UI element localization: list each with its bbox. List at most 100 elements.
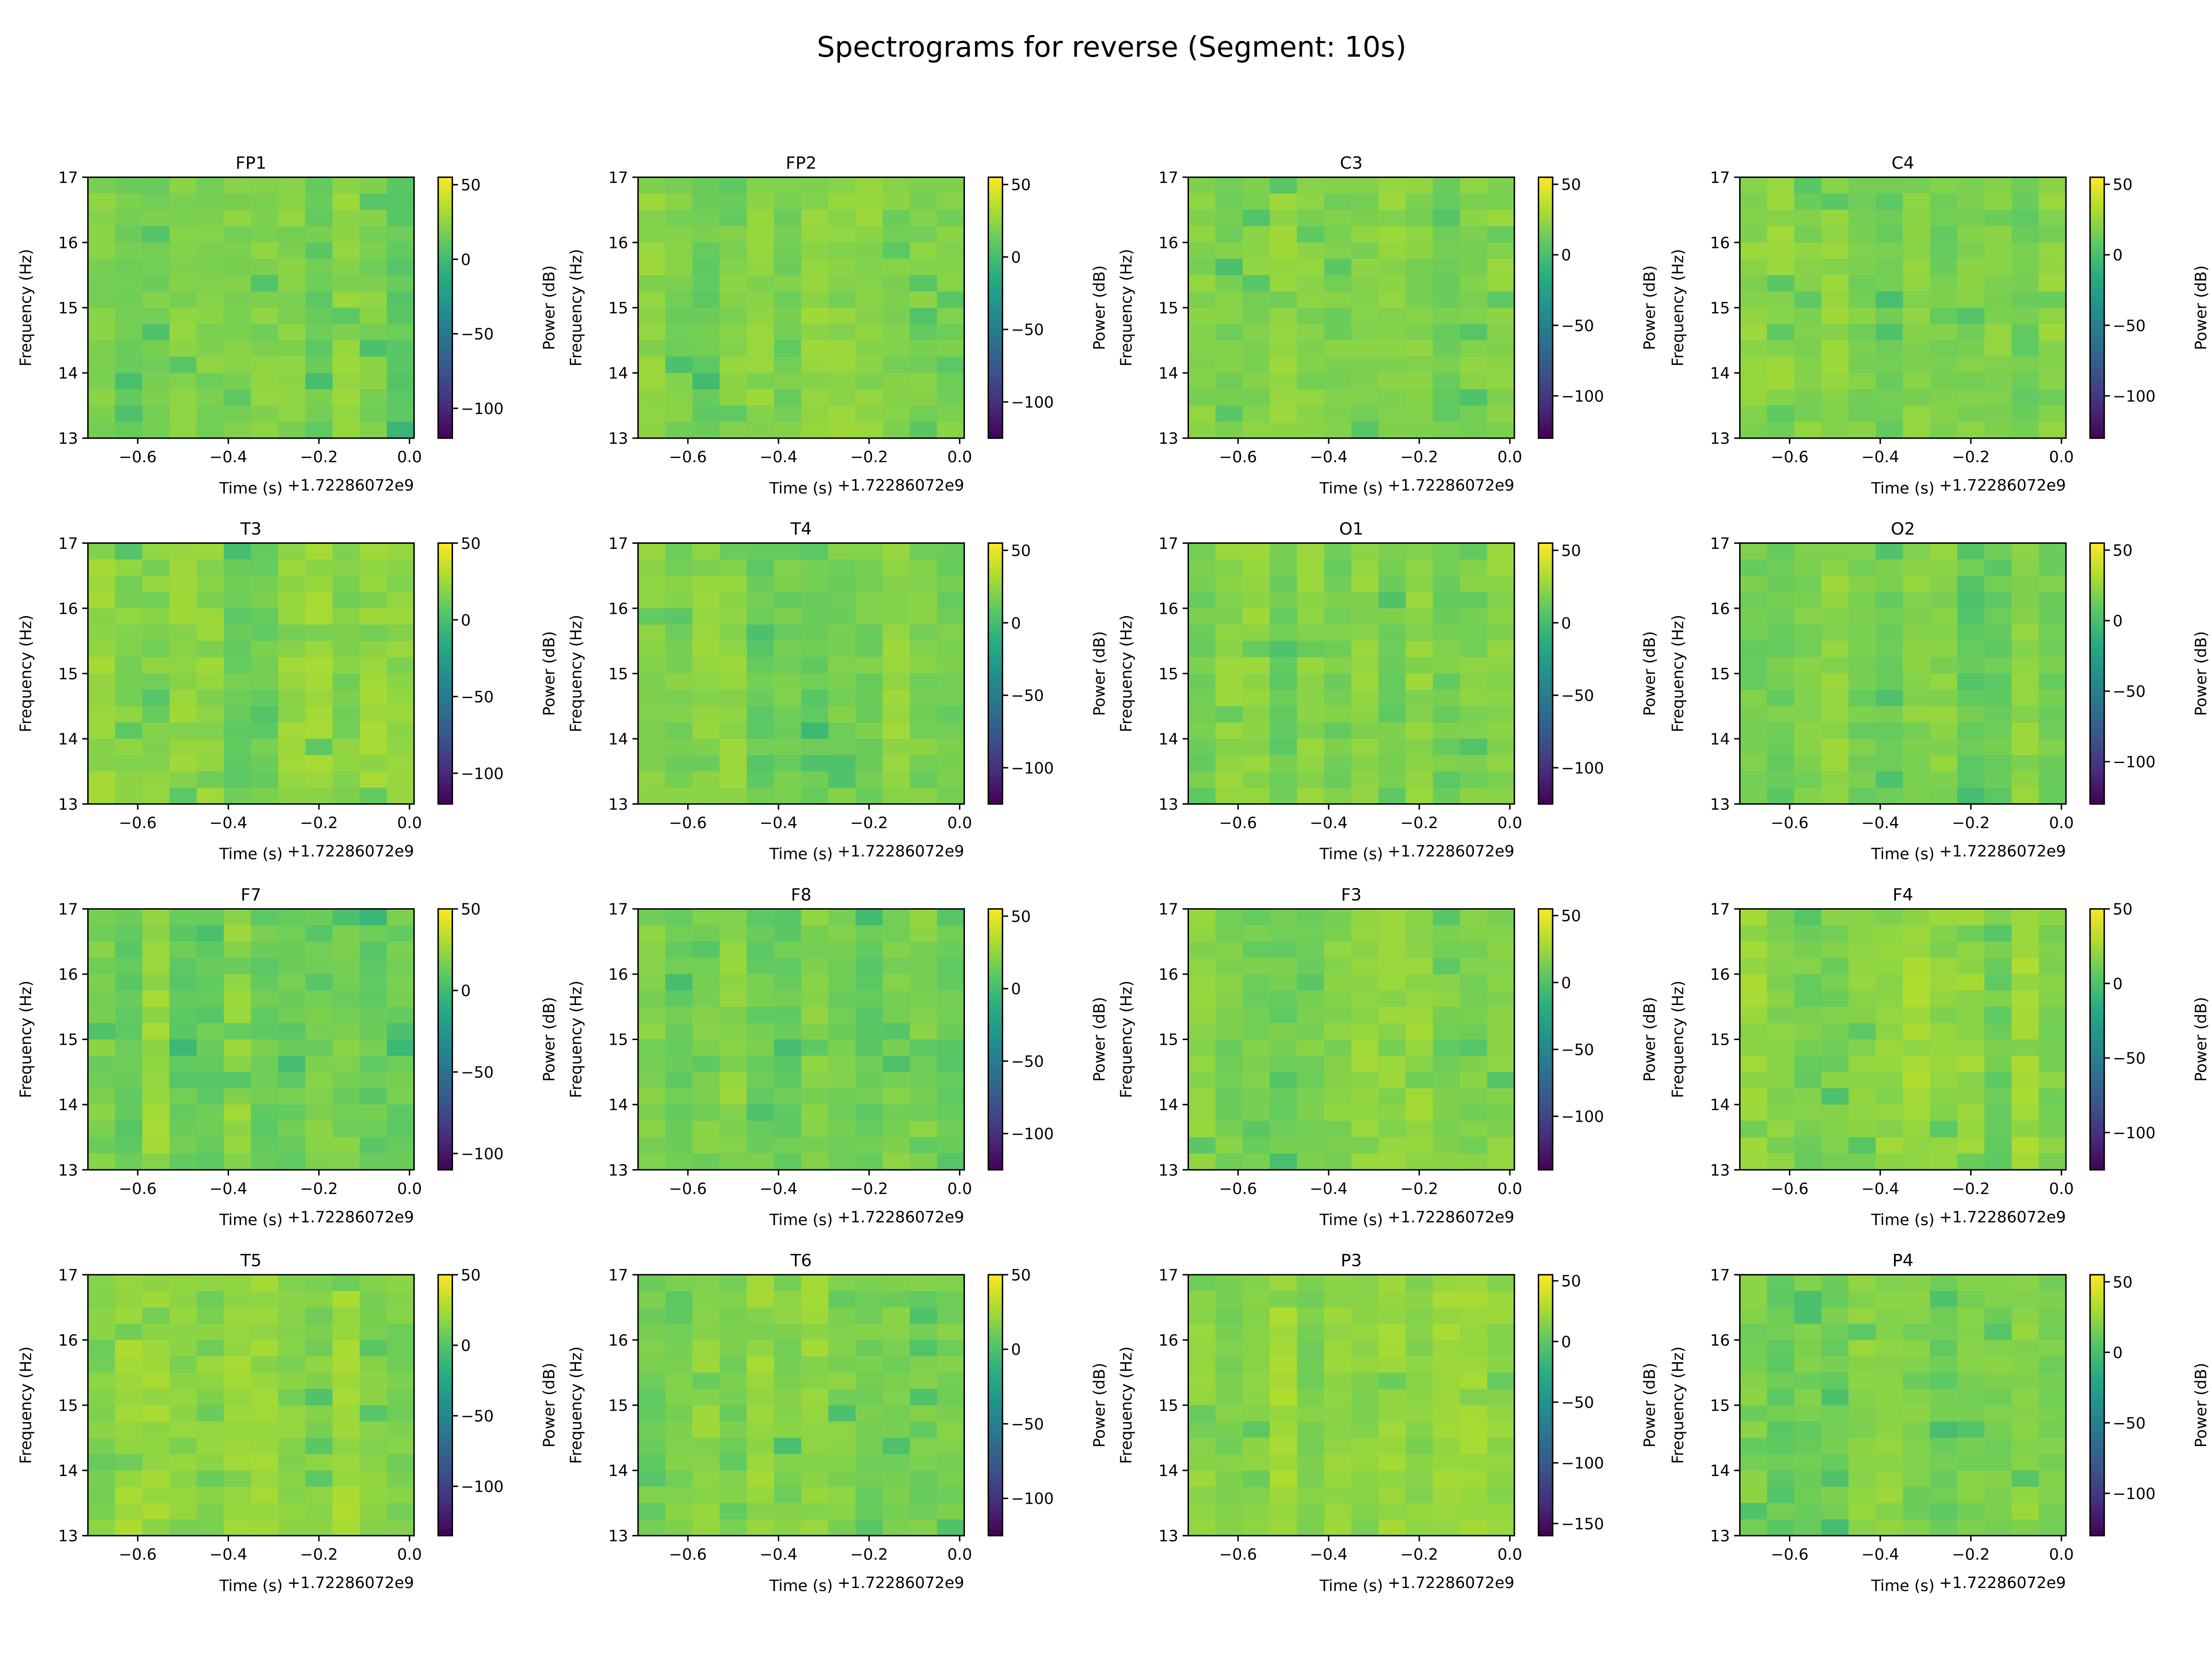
heatmap-cell [1767, 608, 1795, 625]
x-tick-label: −0.4 [1861, 448, 1899, 466]
heatmap-cell [1930, 722, 1958, 739]
heatmap-cell [1242, 291, 1271, 308]
x-tick-label: −0.2 [850, 1180, 888, 1198]
heatmap-cell [359, 925, 388, 942]
heatmap-cell [882, 974, 911, 991]
heatmap-cell [638, 1519, 666, 1536]
colorbar-tick-label: −100 [461, 1478, 504, 1496]
heatmap-cell [88, 673, 116, 690]
heatmap-cell [1242, 324, 1271, 341]
heatmap-cell [1188, 673, 1216, 690]
heatmap-cell [196, 406, 224, 423]
heatmap-cell [1433, 624, 1461, 641]
heatmap-cell [1767, 1291, 1795, 1308]
heatmap-cell [224, 958, 252, 975]
heatmap-cell [2012, 1291, 2040, 1308]
y-tick-label: 14 [1710, 365, 1730, 382]
heatmap-cell [1487, 1503, 1515, 1520]
heatmap-cell [1794, 373, 1822, 390]
heatmap-cell [1242, 576, 1271, 593]
heatmap-cell [801, 1275, 829, 1292]
x-axis-label: Time (s) [1319, 1577, 1383, 1594]
heatmap-cell [1460, 194, 1488, 211]
heatmap-cell [332, 925, 360, 942]
heatmap-cell [1903, 1072, 1931, 1089]
heatmap-cell [251, 1388, 279, 1406]
heatmap-cell [2012, 1438, 2040, 1455]
heatmap-cell [1433, 1324, 1461, 1341]
heatmap-cell [1848, 340, 1877, 357]
heatmap-cell [278, 1153, 306, 1171]
heatmap-cell [1984, 242, 2012, 259]
heatmap-cell [1215, 1487, 1243, 1504]
heatmap-cell [774, 422, 802, 439]
heatmap-cell [142, 755, 170, 772]
heatmap-cell [1930, 1153, 1958, 1171]
heatmap-cell [1242, 1307, 1271, 1324]
heatmap-cell [224, 706, 252, 723]
heatmap-cell [169, 389, 197, 406]
heatmap-cell [1487, 755, 1515, 772]
x-tick-label: −0.2 [300, 1180, 338, 1198]
heatmap-cell [719, 1104, 747, 1122]
heatmap-cell [1984, 177, 2012, 194]
heatmap-cell [1215, 1356, 1243, 1373]
heatmap-cell [2039, 673, 2066, 690]
heatmap-cell [1876, 1072, 1904, 1089]
heatmap-cell [1351, 1104, 1379, 1122]
heatmap-cell [719, 958, 747, 975]
heatmap-cell [1930, 1405, 1958, 1422]
heatmap-cell [1821, 1088, 1849, 1105]
heatmap-cell [1324, 1006, 1352, 1024]
heatmap-cell [1297, 1487, 1325, 1504]
heatmap-cell [747, 990, 775, 1007]
heatmap-cell [1767, 210, 1795, 227]
heatmap-cell [142, 1421, 170, 1438]
heatmap-cell [1821, 1023, 1849, 1040]
heatmap-cell [937, 559, 965, 577]
heatmap-cell [774, 925, 802, 942]
heatmap-cell [692, 324, 720, 341]
heatmap-cell [1378, 990, 1406, 1007]
heatmap-cell [801, 194, 829, 211]
heatmap-cell [142, 373, 170, 390]
heatmap-cell [1406, 422, 1434, 439]
heatmap-cell [88, 974, 116, 991]
heatmap-cell [1297, 340, 1325, 357]
heatmap-cell [1767, 755, 1795, 772]
heatmap-cell [1794, 324, 1822, 341]
heatmap-cell [828, 1006, 856, 1024]
heatmap-cell [1433, 1340, 1461, 1357]
heatmap-cell [801, 1072, 829, 1089]
heatmap-cell [801, 657, 829, 674]
heatmap-cell [1984, 1503, 2012, 1520]
heatmap-cell [1433, 909, 1461, 926]
heatmap-cell [638, 356, 666, 374]
heatmap-cell [1324, 1153, 1352, 1171]
heatmap-cell [747, 1275, 775, 1292]
colorbar-tick-label: −100 [1011, 393, 1054, 411]
x-tick-label: −0.6 [1771, 448, 1808, 466]
heatmap-cell [224, 1372, 252, 1389]
heatmap-cell [1984, 706, 2012, 723]
heatmap-cell [1188, 1372, 1216, 1389]
heatmap-cell [196, 1519, 224, 1536]
heatmap-cell [1378, 1470, 1406, 1488]
heatmap-cell [169, 1121, 197, 1138]
heatmap-cell [1957, 1372, 1985, 1389]
heatmap-cell [1460, 739, 1488, 756]
heatmap-cell [305, 1324, 333, 1341]
heatmap-cell [882, 771, 911, 788]
colorbar-tick-label: −100 [1011, 1125, 1054, 1143]
heatmap-cell [1903, 1137, 1931, 1154]
heatmap-cell [828, 1438, 856, 1455]
heatmap-cell [251, 1275, 279, 1292]
heatmap-cell [1957, 788, 1985, 805]
heatmap-cell [88, 1324, 116, 1341]
heatmap-cell [2039, 641, 2066, 658]
heatmap-cell [1930, 340, 1958, 357]
heatmap-cell [1767, 177, 1795, 194]
x-tick-label: −0.6 [1771, 814, 1808, 832]
heatmap-cell [251, 1519, 279, 1536]
heatmap-cell [1460, 1121, 1488, 1138]
